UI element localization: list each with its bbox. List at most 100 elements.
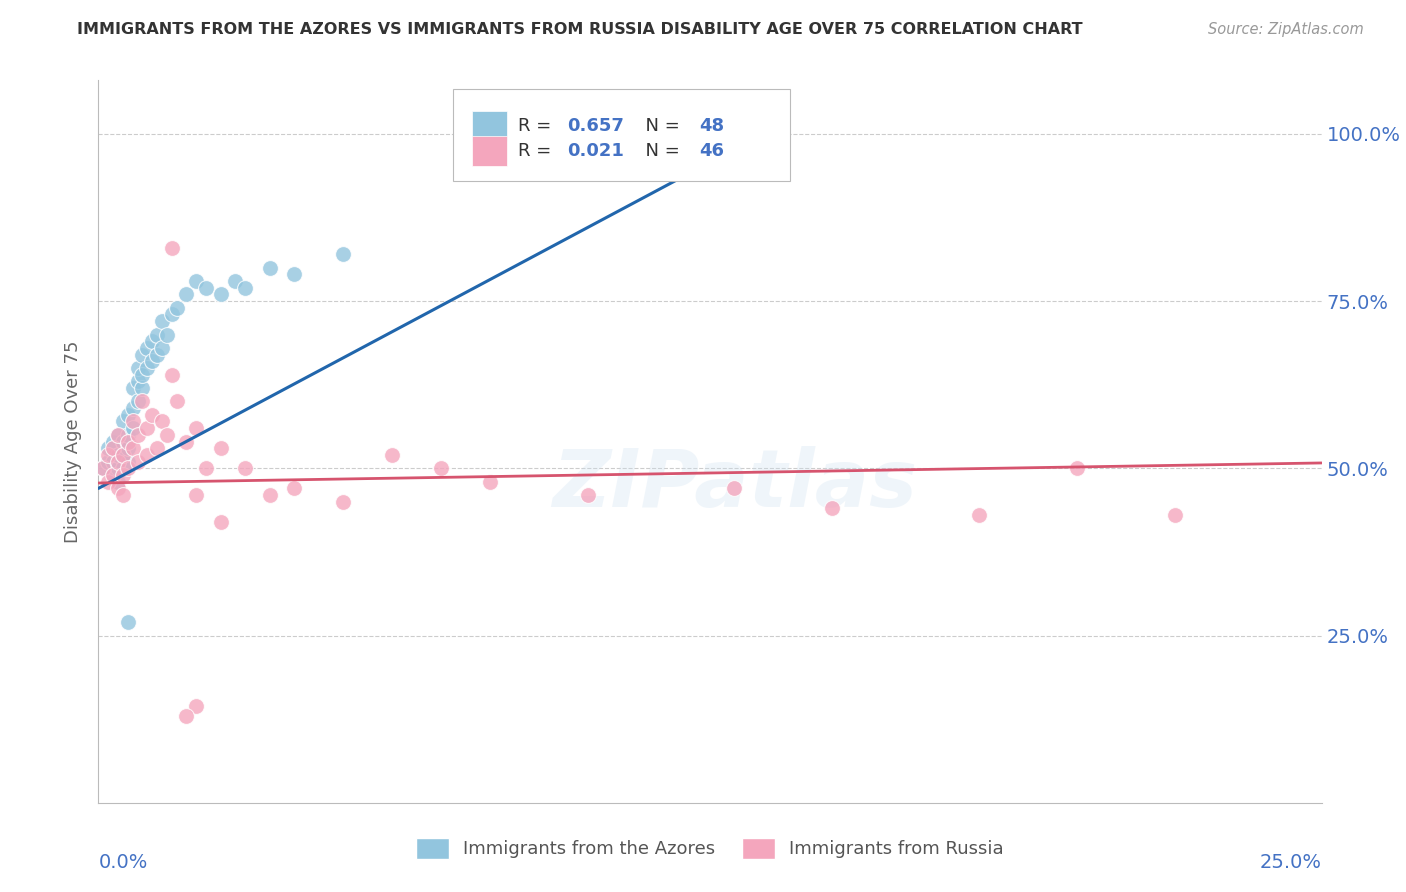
Point: [209, 442, 232, 455]
Point: [131, 381, 153, 395]
Point: [97, 442, 120, 455]
Point: [160, 241, 183, 255]
Point: [176, 434, 198, 449]
Text: 0.0%: 0.0%: [98, 854, 148, 872]
Point: [111, 414, 134, 429]
Point: [131, 348, 153, 362]
Point: [97, 455, 120, 469]
Text: ZIPatlas: ZIPatlas: [553, 446, 917, 524]
Point: [136, 448, 159, 462]
Point: [97, 448, 120, 462]
Point: [107, 482, 129, 496]
Point: [146, 442, 169, 455]
Point: [166, 301, 188, 315]
Text: 0.021: 0.021: [567, 142, 624, 160]
Point: [127, 375, 149, 389]
Point: [186, 421, 208, 435]
Point: [209, 515, 232, 529]
Point: [101, 455, 124, 469]
Text: 0.657: 0.657: [567, 117, 624, 135]
Text: N =: N =: [634, 142, 686, 160]
Point: [195, 281, 218, 295]
Point: [1164, 508, 1187, 523]
Point: [150, 341, 173, 355]
Point: [111, 461, 134, 475]
Point: [381, 448, 404, 462]
Point: [117, 408, 139, 422]
Point: [117, 615, 139, 630]
Point: [121, 401, 143, 416]
Point: [478, 475, 501, 489]
Point: [150, 414, 173, 429]
Point: [117, 455, 139, 469]
Point: [136, 421, 159, 435]
Text: R =: R =: [517, 142, 557, 160]
Point: [101, 442, 124, 455]
Point: [259, 488, 281, 502]
Text: N =: N =: [634, 117, 686, 135]
Point: [131, 368, 153, 382]
Point: [156, 327, 179, 342]
Point: [101, 434, 124, 449]
Point: [259, 260, 281, 275]
Point: [111, 448, 134, 462]
Point: [156, 427, 179, 442]
Text: 48: 48: [699, 117, 724, 135]
Point: [141, 334, 163, 349]
Point: [121, 381, 143, 395]
Point: [146, 348, 169, 362]
Point: [233, 281, 256, 295]
Point: [283, 268, 305, 282]
Point: [91, 461, 114, 475]
Point: [150, 314, 173, 328]
FancyBboxPatch shape: [471, 111, 508, 141]
Point: [107, 455, 129, 469]
Point: [117, 427, 139, 442]
Point: [117, 461, 139, 475]
Point: [107, 427, 129, 442]
Point: [224, 274, 246, 288]
Point: [107, 461, 129, 475]
Point: [723, 482, 745, 496]
Point: [121, 414, 143, 429]
Point: [127, 427, 149, 442]
Point: [101, 467, 124, 482]
Point: [111, 467, 134, 482]
Point: [430, 461, 453, 475]
FancyBboxPatch shape: [453, 89, 790, 181]
Point: [160, 368, 183, 382]
Point: [233, 461, 256, 475]
Point: [127, 361, 149, 376]
Text: 25.0%: 25.0%: [1260, 854, 1322, 872]
Point: [283, 482, 305, 496]
Legend: Immigrants from the Azores, Immigrants from Russia: Immigrants from the Azores, Immigrants f…: [409, 830, 1011, 866]
Point: [107, 448, 129, 462]
Point: [195, 461, 218, 475]
Point: [176, 287, 198, 301]
Point: [117, 434, 139, 449]
Point: [576, 488, 599, 502]
Point: [332, 494, 354, 508]
Point: [107, 427, 129, 442]
Point: [186, 274, 208, 288]
Point: [121, 442, 143, 455]
Text: Source: ZipAtlas.com: Source: ZipAtlas.com: [1208, 22, 1364, 37]
Point: [91, 461, 114, 475]
Point: [141, 354, 163, 368]
Point: [111, 434, 134, 449]
Point: [136, 361, 159, 376]
Text: 46: 46: [699, 142, 724, 160]
Point: [186, 488, 208, 502]
Point: [332, 247, 354, 261]
Point: [101, 467, 124, 482]
Point: [821, 501, 844, 516]
Point: [1066, 461, 1088, 475]
Point: [141, 408, 163, 422]
Point: [160, 307, 183, 322]
Text: R =: R =: [517, 117, 557, 135]
Point: [111, 488, 134, 502]
Point: [166, 394, 188, 409]
Point: [121, 421, 143, 435]
Point: [967, 508, 990, 523]
Point: [97, 475, 120, 489]
